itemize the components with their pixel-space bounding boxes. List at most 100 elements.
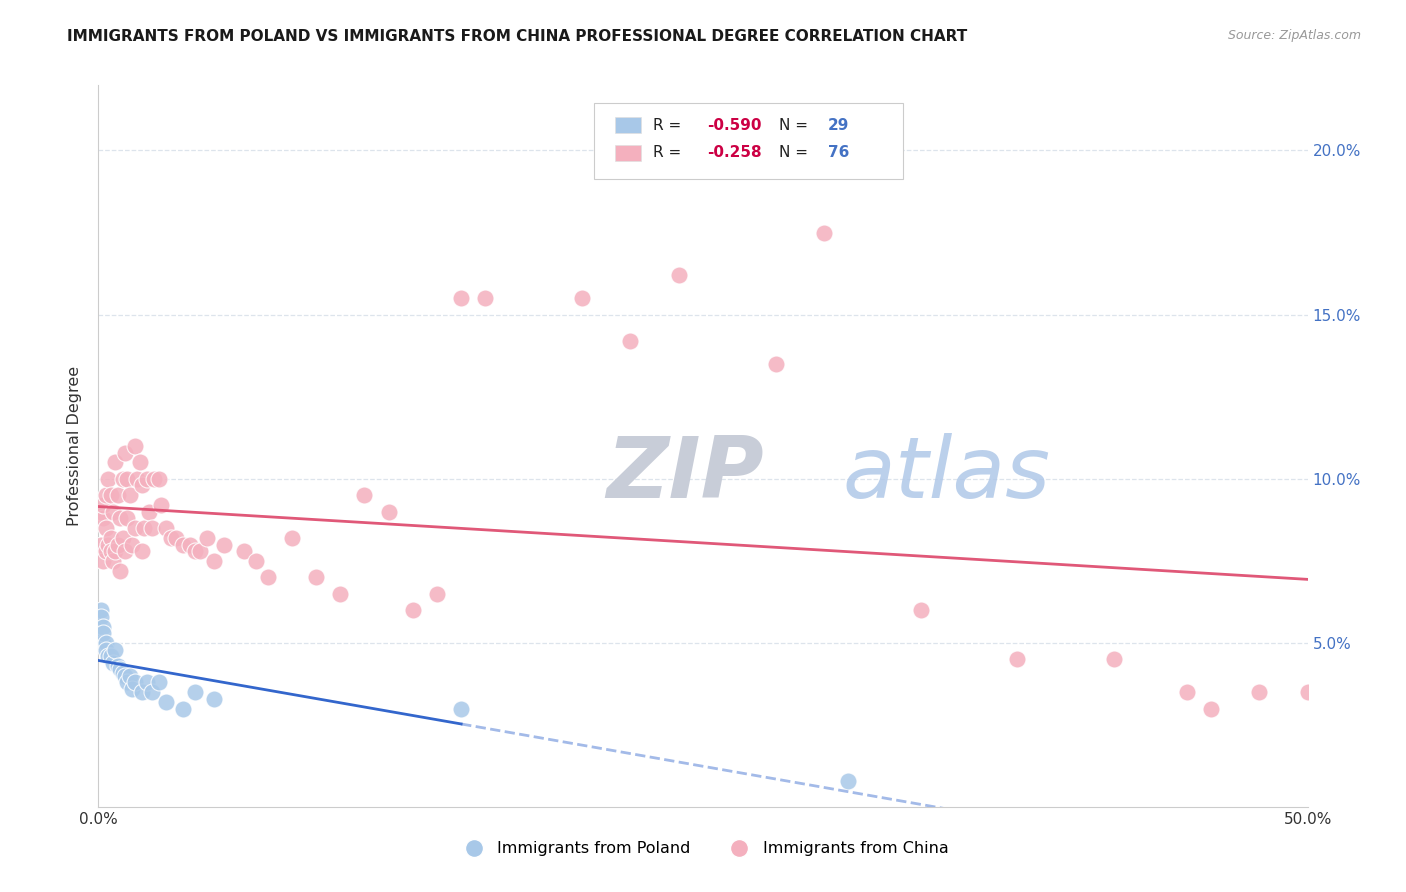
- Point: [402, 603, 425, 617]
- Point: [100, 531, 122, 545]
- Point: [135, 675, 157, 690]
- Point: [94, 521, 117, 535]
- Point: [94, 642, 117, 657]
- Point: [619, 334, 641, 348]
- Point: [134, 521, 156, 535]
- Point: [1175, 685, 1198, 699]
- FancyBboxPatch shape: [614, 117, 641, 133]
- Point: [353, 488, 375, 502]
- Point: [765, 357, 787, 371]
- Text: 76: 76: [828, 145, 849, 161]
- Point: [104, 544, 127, 558]
- Point: [124, 675, 146, 690]
- Point: [450, 702, 472, 716]
- Point: [204, 554, 226, 568]
- Point: [121, 681, 143, 696]
- Point: [128, 455, 150, 469]
- Point: [131, 478, 153, 492]
- Point: [101, 656, 124, 670]
- Text: atlas: atlas: [842, 434, 1050, 516]
- Point: [91, 511, 114, 525]
- Point: [148, 472, 170, 486]
- Point: [131, 544, 153, 558]
- Point: [91, 554, 114, 568]
- Point: [212, 537, 235, 551]
- Point: [155, 521, 177, 535]
- Point: [141, 521, 163, 535]
- Point: [91, 636, 114, 650]
- Text: IMMIGRANTS FROM POLAND VS IMMIGRANTS FROM CHINA PROFESSIONAL DEGREE CORRELATION : IMMIGRANTS FROM POLAND VS IMMIGRANTS FRO…: [67, 29, 967, 44]
- Point: [127, 472, 149, 486]
- Point: [114, 445, 136, 459]
- Point: [195, 531, 218, 545]
- Point: [138, 505, 160, 519]
- Legend: Immigrants from Poland, Immigrants from China: Immigrants from Poland, Immigrants from …: [451, 835, 955, 863]
- Point: [1296, 685, 1319, 699]
- Point: [668, 268, 690, 283]
- Point: [107, 488, 129, 502]
- Point: [188, 544, 211, 558]
- Point: [114, 544, 136, 558]
- Point: [118, 488, 141, 502]
- Point: [91, 619, 114, 633]
- Text: N =: N =: [779, 145, 813, 161]
- FancyBboxPatch shape: [595, 103, 903, 178]
- Text: ZIP: ZIP: [606, 434, 763, 516]
- Point: [474, 291, 496, 305]
- Point: [104, 455, 127, 469]
- Point: [232, 544, 254, 558]
- Point: [124, 521, 146, 535]
- Text: R =: R =: [654, 145, 686, 161]
- Y-axis label: Professional Degree: Professional Degree: [67, 366, 83, 526]
- Point: [94, 488, 117, 502]
- Point: [90, 537, 112, 551]
- Point: [426, 587, 449, 601]
- Point: [813, 226, 835, 240]
- Point: [143, 472, 166, 486]
- Point: [1249, 685, 1271, 699]
- Point: [100, 488, 122, 502]
- Point: [245, 554, 267, 568]
- Point: [108, 564, 131, 578]
- Point: [111, 472, 134, 486]
- Point: [305, 570, 328, 584]
- Point: [94, 636, 117, 650]
- Point: [111, 665, 134, 680]
- Point: [131, 685, 153, 699]
- Point: [450, 291, 472, 305]
- Text: -0.258: -0.258: [707, 145, 761, 161]
- Point: [179, 537, 201, 551]
- Text: -0.590: -0.590: [707, 118, 761, 133]
- Point: [104, 642, 127, 657]
- Point: [117, 675, 139, 690]
- Text: N =: N =: [779, 118, 813, 133]
- Point: [117, 472, 139, 486]
- Point: [97, 472, 120, 486]
- Text: R =: R =: [654, 118, 686, 133]
- Point: [165, 531, 187, 545]
- Point: [1199, 702, 1222, 716]
- Point: [256, 570, 278, 584]
- Point: [91, 626, 114, 640]
- Point: [107, 659, 129, 673]
- Point: [97, 537, 120, 551]
- Text: Source: ZipAtlas.com: Source: ZipAtlas.com: [1227, 29, 1361, 42]
- Text: 29: 29: [828, 118, 849, 133]
- Point: [1102, 652, 1125, 666]
- Point: [377, 505, 399, 519]
- Point: [97, 649, 120, 664]
- Point: [571, 291, 593, 305]
- Point: [94, 544, 117, 558]
- Point: [148, 675, 170, 690]
- Point: [90, 609, 112, 624]
- Point: [90, 505, 112, 519]
- Point: [837, 774, 859, 789]
- Point: [108, 662, 131, 676]
- Point: [141, 685, 163, 699]
- Point: [281, 531, 304, 545]
- Point: [111, 531, 134, 545]
- Point: [910, 603, 932, 617]
- Point: [1007, 652, 1029, 666]
- Point: [160, 531, 183, 545]
- Point: [114, 669, 136, 683]
